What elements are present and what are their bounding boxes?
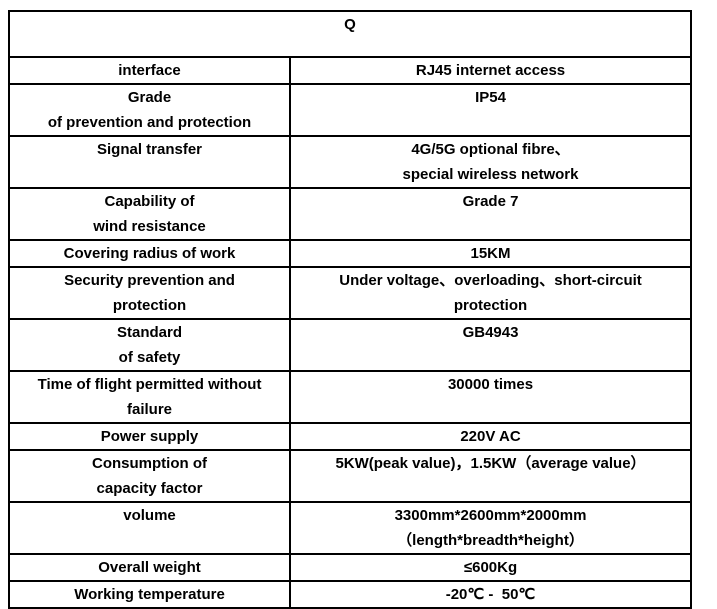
- parameter-table: Q interface RJ45 internet access Grade o…: [7, 10, 693, 609]
- value-cell: Grade 7: [288, 187, 693, 241]
- table-row: Signal transfer 4G/5G optional fibre、 sp…: [8, 135, 693, 189]
- value-cell: 3300mm*2600mm*2000mm （length*breadth*hei…: [288, 501, 693, 555]
- table-row: interface RJ45 internet access: [8, 56, 693, 85]
- param-cell: Overall weight: [8, 553, 291, 582]
- value-cell: -20℃ - 50℃: [288, 580, 693, 609]
- table-title: Q: [7, 10, 693, 58]
- value-cell: Under voltage、overloading、short-circuit …: [288, 266, 693, 320]
- value-cell: RJ45 internet access: [288, 56, 693, 85]
- value-cell: IP54: [288, 83, 693, 137]
- value-cell: GB4943: [288, 318, 693, 372]
- value-cell: 4G/5G optional fibre、 special wireless n…: [288, 135, 693, 189]
- table-row: Security prevention and protection Under…: [8, 266, 693, 320]
- table-row: Capability of wind resistance Grade 7: [8, 187, 693, 241]
- param-cell: Signal transfer: [8, 135, 291, 189]
- value-cell: 5KW(peak value)，1.5KW（average value）: [288, 449, 693, 503]
- param-cell: Grade of prevention and protection: [8, 83, 291, 137]
- param-cell: Standard of safety: [8, 318, 291, 372]
- value-cell: ≤600Kg: [288, 553, 693, 582]
- param-cell: volume: [8, 501, 291, 555]
- param-cell: Consumption of capacity factor: [8, 449, 291, 503]
- table-row: Covering radius of work 15KM: [8, 239, 693, 268]
- param-cell: Capability of wind resistance: [8, 187, 291, 241]
- table-row: Grade of prevention and protection IP54: [8, 83, 693, 137]
- table-row: Overall weight ≤600Kg: [8, 553, 693, 582]
- param-cell: Time of flight permitted without failure: [8, 370, 291, 424]
- table-row: Power supply 220V AC: [8, 422, 693, 451]
- param-cell: Working temperature: [8, 580, 291, 609]
- table-row: Standard of safety GB4943: [8, 318, 693, 372]
- param-cell: Power supply: [8, 422, 291, 451]
- table-row: Consumption of capacity factor 5KW(peak …: [8, 449, 693, 503]
- param-cell: Covering radius of work: [8, 239, 291, 268]
- table-row: Time of flight permitted without failure…: [8, 370, 693, 424]
- value-cell: 30000 times: [288, 370, 693, 424]
- title-row: Q: [7, 10, 693, 58]
- table-row: volume 3300mm*2600mm*2000mm （length*brea…: [8, 501, 693, 555]
- table-row: Working temperature -20℃ - 50℃: [8, 580, 693, 609]
- value-cell: 220V AC: [288, 422, 693, 451]
- param-cell: interface: [8, 56, 291, 85]
- value-cell: 15KM: [288, 239, 693, 268]
- param-cell: Security prevention and protection: [8, 266, 291, 320]
